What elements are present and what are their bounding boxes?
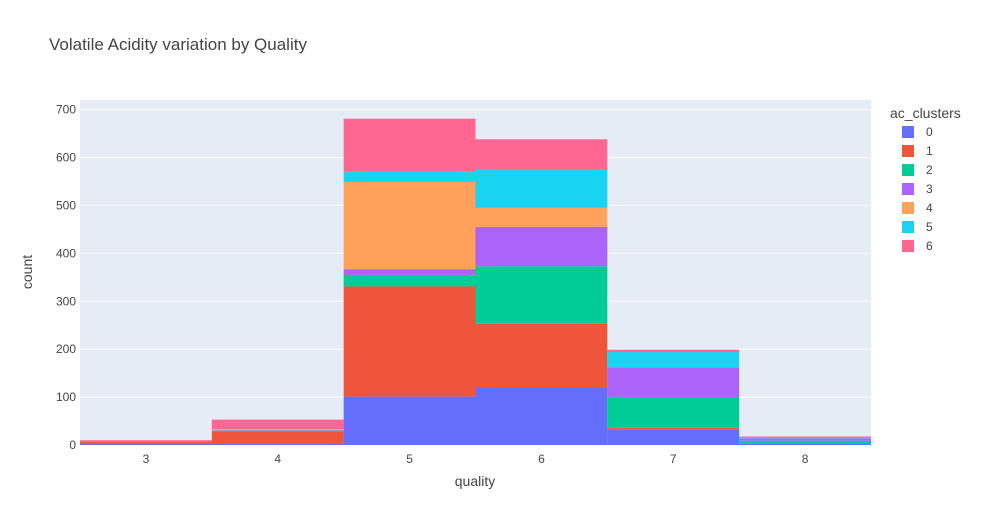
legend-label: 4 — [926, 201, 933, 215]
bar-segment-cluster-0-quality-3[interactable] — [80, 443, 212, 445]
bar-segment-cluster-1-quality-5[interactable] — [343, 286, 476, 397]
legend-swatch — [902, 240, 914, 252]
bar-segment-cluster-0-quality-4[interactable] — [211, 443, 344, 445]
bar-segment-cluster-0-quality-8[interactable] — [739, 443, 871, 445]
legend-item-2[interactable]: 2 — [902, 163, 933, 177]
legend-label: 0 — [926, 125, 933, 139]
legend-swatch — [902, 126, 914, 138]
y-tick-label: 500 — [56, 198, 76, 212]
bar-segment-cluster-1-quality-3[interactable] — [80, 441, 212, 444]
y-tick-label: 300 — [56, 294, 76, 308]
bar-segment-cluster-6-quality-6[interactable] — [475, 139, 608, 169]
bar-segment-cluster-2-quality-8[interactable] — [739, 440, 871, 444]
legend-item-3[interactable]: 3 — [902, 182, 933, 196]
x-axis-title: quality — [455, 473, 495, 489]
bar-segment-cluster-2-quality-4[interactable] — [211, 430, 344, 432]
x-tick-label: 3 — [143, 452, 150, 466]
bar-segment-cluster-5-quality-8[interactable] — [739, 436, 871, 439]
legend-label: 6 — [926, 239, 933, 253]
bar-segment-cluster-2-quality-6[interactable] — [475, 266, 608, 324]
y-tick-label: 100 — [56, 390, 76, 404]
bar-segment-cluster-0-quality-6[interactable] — [475, 387, 608, 446]
y-tick-label: 0 — [69, 438, 76, 452]
legend-swatch — [902, 202, 914, 214]
legend-label: 1 — [926, 144, 933, 158]
bar-segment-cluster-4-quality-6[interactable] — [475, 207, 608, 227]
x-tick-label: 7 — [670, 452, 677, 466]
x-axis-ticks: 3 4 5 6 7 8 — [143, 452, 809, 466]
bar-segment-cluster-3-quality-6[interactable] — [475, 226, 608, 267]
bar-segment-cluster-1-quality-7[interactable] — [607, 427, 740, 430]
bar-segment-cluster-1-quality-6[interactable] — [475, 323, 608, 388]
legend-item-5[interactable]: 5 — [902, 220, 933, 234]
x-tick-label: 4 — [274, 452, 281, 466]
legend-label: 5 — [926, 220, 933, 234]
legend-item-0[interactable]: 0 — [902, 125, 933, 139]
chart-title: Volatile Acidity variation by Quality — [49, 35, 307, 54]
legend-item-1[interactable]: 1 — [902, 144, 933, 158]
y-axis-title: count — [19, 255, 35, 289]
legend-title: ac_clusters — [890, 105, 961, 121]
legend-swatch — [902, 183, 914, 195]
y-tick-label: 400 — [56, 246, 76, 260]
x-tick-label: 5 — [406, 452, 413, 466]
x-tick-label: 6 — [538, 452, 545, 466]
legend-swatch — [902, 221, 914, 233]
bar-segment-cluster-2-quality-7[interactable] — [607, 397, 740, 428]
y-tick-label: 700 — [56, 103, 76, 117]
bar-segment-cluster-6-quality-7[interactable] — [607, 349, 740, 353]
bar-segment-cluster-6-quality-5[interactable] — [343, 118, 476, 172]
bar-segment-cluster-0-quality-5[interactable] — [343, 396, 476, 445]
bar-segment-cluster-5-quality-5[interactable] — [343, 171, 476, 182]
y-axis-ticks: 0 100 200 300 400 500 600 700 — [56, 103, 76, 452]
bar-segment-cluster-6-quality-4[interactable] — [211, 419, 344, 430]
y-tick-label: 600 — [56, 151, 76, 165]
bar-segment-cluster-2-quality-5[interactable] — [343, 274, 476, 287]
legend-swatch — [902, 164, 914, 176]
bars — [80, 118, 871, 446]
bar-segment-cluster-0-quality-7[interactable] — [607, 429, 740, 445]
bar-segment-cluster-3-quality-8[interactable] — [739, 438, 871, 441]
bar-segment-cluster-6-quality-3[interactable] — [80, 440, 212, 442]
bar-segment-cluster-4-quality-5[interactable] — [343, 181, 476, 270]
legend-item-4[interactable]: 4 — [902, 201, 933, 215]
legend-item-6[interactable]: 6 — [902, 239, 933, 253]
bar-segment-cluster-5-quality-6[interactable] — [475, 169, 608, 208]
bar-segment-cluster-1-quality-4[interactable] — [211, 431, 344, 444]
legend-swatch — [902, 145, 914, 157]
legend[interactable]: ac_clusters 0 1 2 3 4 5 6 — [890, 105, 961, 253]
bar-segment-cluster-5-quality-7[interactable] — [607, 352, 740, 368]
legend-label: 3 — [926, 182, 933, 196]
bar-segment-cluster-3-quality-5[interactable] — [343, 269, 476, 275]
legend-label: 2 — [926, 163, 933, 177]
y-tick-label: 200 — [56, 342, 76, 356]
bar-segment-cluster-3-quality-7[interactable] — [607, 367, 740, 398]
x-tick-label: 8 — [802, 452, 809, 466]
